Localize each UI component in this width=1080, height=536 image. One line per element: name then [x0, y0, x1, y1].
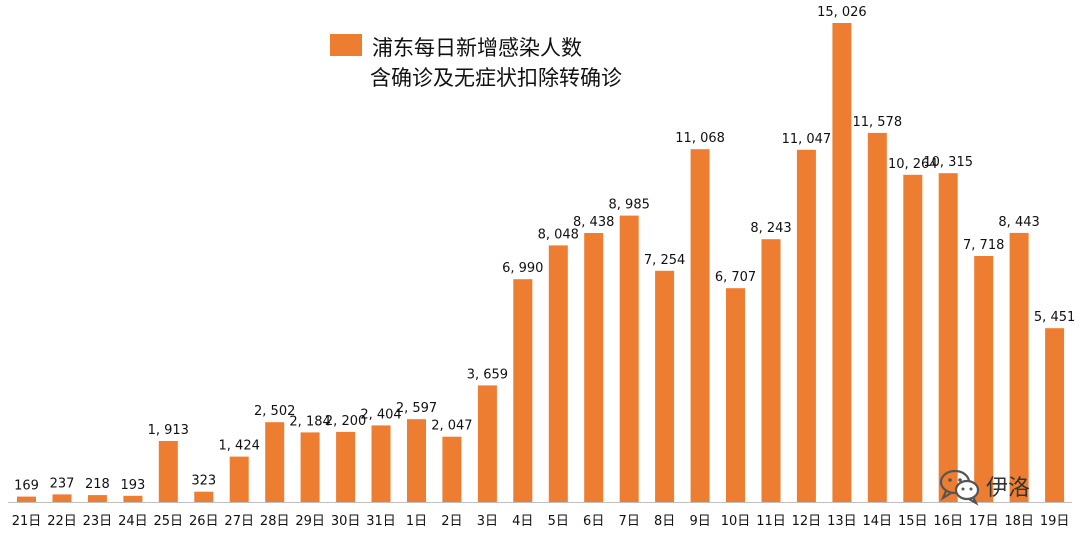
- data-label: 6, 707: [715, 270, 756, 285]
- x-tick-label: 29日: [295, 514, 325, 529]
- x-tick-label: 19日: [1040, 514, 1070, 529]
- data-label: 323: [191, 474, 216, 489]
- bar: [300, 432, 320, 502]
- data-label: 7, 718: [963, 238, 1004, 253]
- x-tick-label: 26日: [189, 514, 219, 529]
- bar: [726, 288, 745, 502]
- data-label: 2, 502: [254, 404, 295, 419]
- x-tick-label: 4日: [512, 514, 533, 529]
- data-label: 11, 578: [852, 115, 902, 130]
- watermark: 伊洛: [938, 466, 1030, 506]
- bar: [832, 23, 852, 502]
- data-label: 8, 048: [538, 227, 579, 242]
- bar: [477, 385, 497, 502]
- data-label: 1, 424: [219, 439, 260, 454]
- watermark-text: 伊洛: [986, 476, 1031, 501]
- bar: [265, 422, 285, 502]
- bar: [619, 215, 639, 502]
- bar: [123, 495, 143, 502]
- data-label: 169: [14, 479, 39, 494]
- x-tick-label: 3日: [477, 514, 498, 529]
- x-tick-label: 6日: [583, 514, 604, 529]
- data-label: 193: [120, 478, 145, 493]
- x-tick-label: 9日: [689, 514, 710, 529]
- bar: [336, 431, 356, 502]
- data-label: 2, 597: [396, 401, 437, 416]
- data-label: 2, 404: [360, 407, 401, 422]
- data-label: 11, 047: [782, 132, 832, 147]
- bar: [903, 174, 923, 503]
- data-label: 5, 451: [1034, 310, 1075, 325]
- bar: [761, 239, 781, 502]
- legend-label-line2: 含确诊及无症状扣除转确诊: [370, 66, 622, 90]
- data-label: 10, 264: [888, 157, 938, 172]
- x-tick-label: 21日: [12, 514, 42, 529]
- bar: [158, 441, 178, 502]
- bar: [17, 496, 36, 502]
- bar: [442, 436, 462, 502]
- x-tick-label: 18日: [1004, 514, 1034, 529]
- bar: [371, 425, 391, 502]
- data-label: 237: [50, 476, 75, 491]
- bar: [229, 456, 249, 502]
- bar: [407, 419, 426, 502]
- bar: [1045, 328, 1065, 502]
- legend-label-line1: 浦东每日新增感染人数: [372, 36, 582, 60]
- data-label: 2, 184: [289, 414, 330, 429]
- x-tick-label: 16日: [933, 514, 963, 529]
- x-tick-label: 23日: [83, 514, 113, 529]
- data-label: 8, 443: [998, 215, 1039, 230]
- x-tick-label: 2日: [441, 514, 462, 529]
- data-label: 8, 243: [750, 221, 791, 236]
- bar: [52, 494, 72, 502]
- data-label: 3, 659: [467, 367, 508, 382]
- x-tick-label: 22日: [47, 514, 77, 529]
- data-label: 2, 200: [325, 414, 366, 429]
- bar: [867, 132, 887, 502]
- x-tick-label: 25日: [154, 514, 184, 529]
- bar: [974, 256, 994, 502]
- bar: [796, 149, 816, 503]
- data-label: 218: [85, 477, 110, 492]
- x-tick-label: 15日: [898, 514, 928, 529]
- x-tick-label: 12日: [792, 514, 822, 529]
- x-tick-label: 24日: [118, 514, 148, 529]
- x-tick-label: 31日: [366, 514, 396, 529]
- bar: [513, 279, 533, 502]
- x-tick-label: 7日: [619, 514, 640, 529]
- bar: [655, 270, 675, 502]
- legend-swatch: [330, 34, 362, 56]
- data-label: 7, 254: [644, 253, 685, 268]
- x-tick-label: 27日: [224, 514, 254, 529]
- wechat-icon: [939, 469, 980, 506]
- bar: [194, 491, 214, 502]
- data-label: 8, 985: [609, 198, 650, 213]
- x-tick-label: 10日: [721, 514, 751, 529]
- x-tick-label: 14日: [863, 514, 893, 529]
- bar: [87, 495, 107, 502]
- x-tick-label: 30日: [331, 514, 361, 529]
- x-tick-label: 28日: [260, 514, 290, 529]
- data-label: 11, 068: [675, 131, 725, 146]
- bar: [690, 149, 710, 502]
- data-label: 8, 438: [573, 215, 614, 230]
- x-tick-label: 8日: [654, 514, 675, 529]
- x-tick-label: 5日: [548, 514, 569, 529]
- bar: [548, 245, 568, 502]
- bar: [1009, 232, 1029, 502]
- data-label: 1, 913: [148, 423, 189, 438]
- data-label: 6, 990: [502, 261, 543, 276]
- bar: [938, 173, 958, 502]
- x-tick-label: 13日: [827, 514, 857, 529]
- data-label: 2, 047: [431, 419, 472, 434]
- data-label: 15, 026: [817, 5, 867, 20]
- data-label: 10, 315: [923, 155, 973, 170]
- bar: [584, 233, 604, 502]
- x-tick-label: 17日: [969, 514, 999, 529]
- x-tick-label: 1日: [406, 514, 427, 529]
- x-tick-label: 11日: [756, 514, 786, 529]
